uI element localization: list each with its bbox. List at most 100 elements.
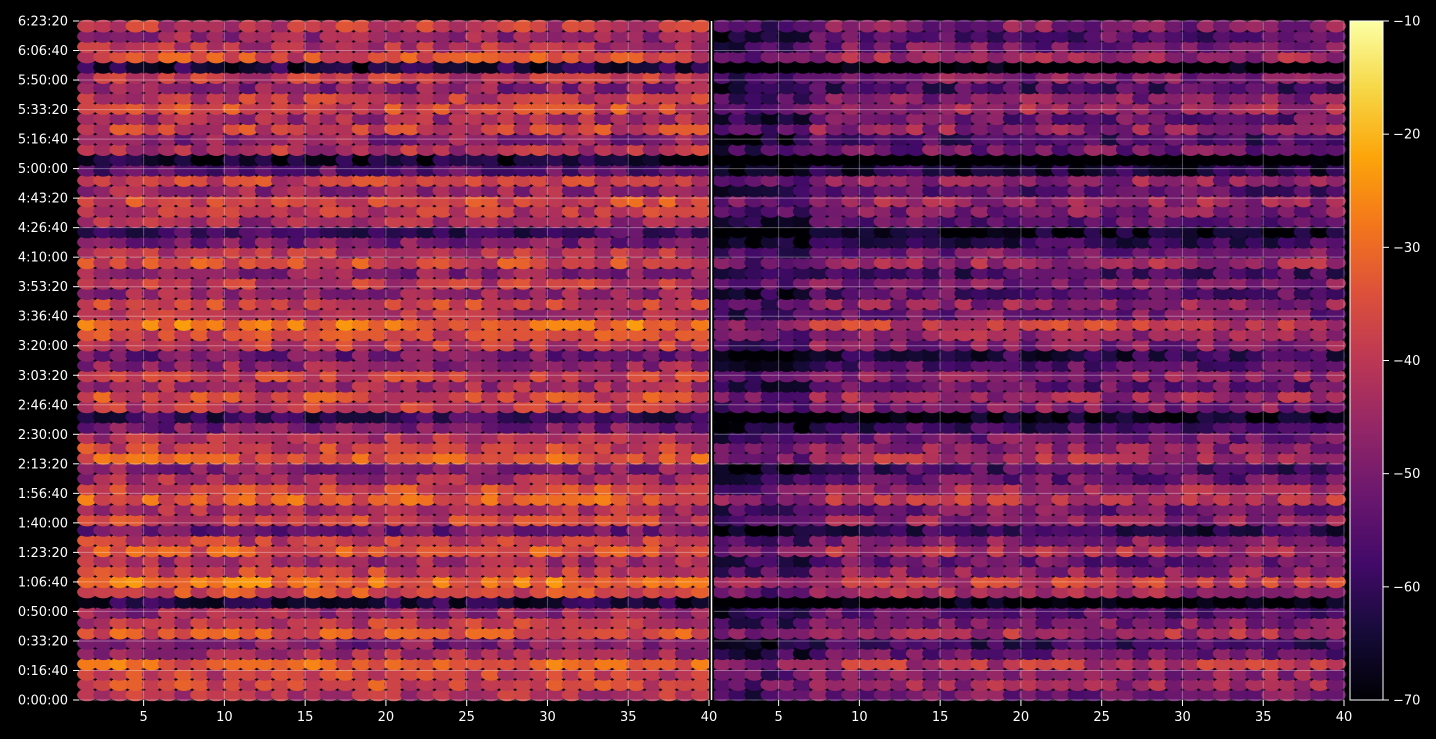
heatmap-cell xyxy=(77,678,98,691)
heatmap-cell xyxy=(319,554,340,568)
heatmap-cell xyxy=(674,554,695,568)
heatmap-cell xyxy=(222,451,243,465)
heatmap-cell xyxy=(319,575,340,589)
heatmap-cell xyxy=(529,379,550,393)
heatmap-cell xyxy=(367,390,388,403)
heatmap-cell xyxy=(416,390,437,403)
heatmap-cell xyxy=(254,451,275,465)
heatmap-cell xyxy=(626,297,647,311)
heatmap-cell xyxy=(594,276,614,290)
heatmap-cell xyxy=(432,626,453,640)
heatmap-cell xyxy=(319,441,340,455)
heatmap-cell xyxy=(254,472,275,486)
heatmap-cell xyxy=(432,441,453,455)
heatmap-cell xyxy=(190,637,211,650)
heatmap-cell xyxy=(174,585,194,599)
heatmap-panel-right xyxy=(712,19,1346,702)
heatmap-cell xyxy=(93,493,114,506)
heatmap-cell xyxy=(529,585,550,599)
heatmap-cell xyxy=(254,606,275,619)
heatmap-cell xyxy=(384,667,404,681)
heatmap-cell xyxy=(545,616,566,630)
heatmap-cell xyxy=(464,462,485,475)
heatmap-cell xyxy=(125,534,146,547)
heatmap-cell xyxy=(448,462,469,475)
heatmap-cell xyxy=(513,678,534,691)
heatmap-cell xyxy=(416,276,437,290)
heatmap-cell xyxy=(287,328,308,342)
heatmap-cell xyxy=(545,575,566,589)
heatmap-cell xyxy=(319,513,340,527)
heatmap-cell xyxy=(141,534,162,547)
heatmap-cell xyxy=(529,565,550,578)
heatmap-cell xyxy=(270,544,291,558)
heatmap-cell xyxy=(303,482,324,496)
heatmap-cell xyxy=(367,513,388,527)
heatmap-cell xyxy=(222,606,243,619)
heatmap-cell xyxy=(109,534,130,547)
heatmap-cell xyxy=(190,493,211,506)
heatmap-cell xyxy=(319,359,340,372)
heatmap-cell xyxy=(545,534,566,547)
heatmap-cell xyxy=(303,410,324,424)
heatmap-cell xyxy=(270,297,291,311)
heatmap-cell xyxy=(238,544,259,558)
heatmap-cell xyxy=(351,647,372,661)
heatmap-cell xyxy=(222,647,243,661)
heatmap-cell xyxy=(238,390,259,403)
heatmap-cell xyxy=(319,318,340,331)
heatmap-cell xyxy=(254,647,275,661)
heatmap-cell xyxy=(319,585,340,599)
heatmap-cell xyxy=(642,390,663,403)
heatmap-cell xyxy=(448,287,469,300)
heatmap-cell xyxy=(400,585,421,599)
heatmap-cell xyxy=(432,266,453,280)
heatmap-cell xyxy=(610,626,631,640)
heatmap-cell xyxy=(642,359,663,372)
heatmap-cell xyxy=(335,544,356,558)
heatmap-cell xyxy=(594,318,614,331)
heatmap-cell xyxy=(190,421,211,434)
heatmap-cell xyxy=(351,359,372,372)
heatmap-cell xyxy=(335,318,356,331)
heatmap-cell xyxy=(77,544,98,558)
heatmap-cell xyxy=(432,544,453,558)
heatmap-cell xyxy=(270,647,291,661)
heatmap-cell xyxy=(303,400,324,414)
heatmap-cell xyxy=(626,410,647,424)
heatmap-cell xyxy=(190,462,211,475)
heatmap-cell xyxy=(77,421,98,434)
heatmap-cell xyxy=(384,688,404,702)
heatmap-cell xyxy=(77,369,98,383)
heatmap-cell xyxy=(480,307,501,321)
heatmap-cell xyxy=(270,266,291,280)
heatmap-cell xyxy=(561,637,582,650)
heatmap-cell xyxy=(610,688,631,702)
heatmap-cell xyxy=(416,451,437,465)
heatmap-cell xyxy=(658,585,679,599)
heatmap-cell xyxy=(367,688,388,702)
heatmap-cell xyxy=(238,637,259,650)
heatmap-cell xyxy=(222,359,243,372)
heatmap-cell xyxy=(448,451,469,465)
heatmap-cell xyxy=(125,462,146,475)
heatmap-cell xyxy=(529,349,550,362)
heatmap-cell xyxy=(190,318,211,331)
heatmap-cell xyxy=(642,451,663,465)
heatmap-cell xyxy=(642,626,663,640)
heatmap-cell xyxy=(690,19,711,33)
heatmap-cell xyxy=(464,575,485,589)
heatmap-cell xyxy=(206,431,227,445)
heatmap-cell xyxy=(206,585,227,599)
heatmap-cell xyxy=(497,462,518,475)
heatmap-cell xyxy=(658,410,679,424)
heatmap-cell xyxy=(432,369,453,383)
heatmap-cell xyxy=(351,575,372,589)
heatmap-cell xyxy=(448,544,469,558)
heatmap-cell xyxy=(254,678,275,691)
heatmap-cell xyxy=(190,400,211,414)
heatmap-cell xyxy=(238,523,259,537)
heatmap-cell xyxy=(174,369,194,383)
heatmap-cell xyxy=(448,441,469,455)
heatmap-cell xyxy=(222,616,243,630)
